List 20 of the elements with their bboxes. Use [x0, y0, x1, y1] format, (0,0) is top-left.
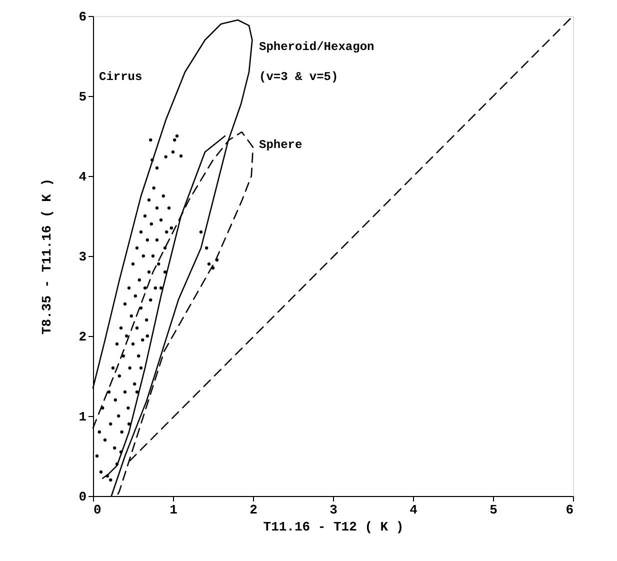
y-axis-title: T8.35 - T11.16 ( K ) — [40, 178, 55, 335]
x-tick-label: 6 — [566, 502, 574, 518]
annotation: Sphere — [259, 138, 302, 152]
x-tick-label: 1 — [170, 502, 178, 518]
y-tick-label: 4 — [78, 170, 87, 184]
x-axis-title: T11.16 - T12 ( K ) — [263, 520, 404, 534]
x-tick-label: 0 — [94, 502, 102, 518]
y-tick-label: 2 — [78, 330, 87, 344]
x-tick-label: 4 — [410, 502, 418, 518]
y-tick-label: 3 — [78, 250, 87, 264]
x-tick-label: 3 — [330, 502, 338, 518]
x-tick-label: 5 — [490, 502, 498, 518]
y-tick-label: 5 — [78, 90, 87, 104]
x-tick-label: 2 — [250, 502, 258, 518]
annotation: Cirrus — [99, 70, 142, 84]
y-tick-label: 1 — [78, 410, 87, 424]
annotation: Spheroid/Hexagon — [259, 40, 374, 54]
y-tick-label: 6 — [78, 10, 87, 24]
annotation: (v=3 & v=5) — [259, 70, 338, 84]
y-tick-label: 0 — [78, 490, 87, 504]
